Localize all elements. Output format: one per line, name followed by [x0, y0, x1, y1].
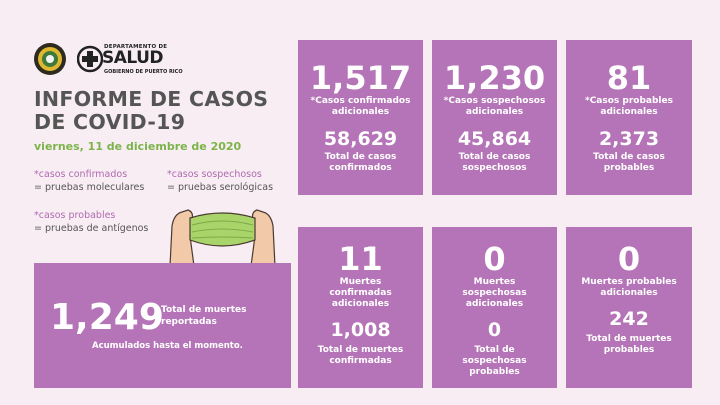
card-total-number: 58,629: [323, 128, 398, 150]
card-confirmed-cases: 1,517 *Casos confirmados adicionales 58,…: [298, 40, 423, 195]
legend-key: *casos confirmados: [34, 169, 128, 180]
card-total-number: 2,373: [598, 128, 660, 150]
card-total-label: Total de casos sospechosos: [458, 152, 531, 173]
legend-probable: *casos probables = pruebas de antígenos: [34, 209, 148, 235]
card-confirmed-deaths: 11 Muertes confirmadas adicionales 1,008…: [298, 227, 423, 388]
total-deaths-number: 1,249: [50, 297, 164, 338]
government-line: GOBIERNO DE PUERTO RICO: [104, 69, 183, 75]
legend-suspected: *casos sospechosos = pruebas serológicas: [167, 168, 273, 194]
card-big-number: 1,517: [309, 59, 412, 97]
card-big-label: *Casos confirmados adicionales: [310, 96, 411, 117]
logo-area: DEPARTAMENTO DE SALUD GOBIERNO DE PUERTO…: [33, 40, 183, 78]
legend-key: *casos probables: [34, 210, 116, 221]
card-suspected-cases: 1,230 *Casos sospechosos adicionales 45,…: [432, 40, 557, 195]
medical-cross-icon: [77, 45, 103, 73]
legend-confirmed: *casos confirmados = pruebas moleculares: [34, 168, 144, 194]
card-total-number: 45,864: [457, 128, 532, 150]
card-big-number: 81: [606, 59, 652, 97]
card-big-label: Muertes probables adicionales: [581, 277, 677, 298]
legend-value: = pruebas de antígenos: [34, 223, 149, 234]
card-big-number: 0: [483, 240, 506, 278]
card-probable-cases: 81 *Casos probables adicionales 2,373 To…: [566, 40, 692, 195]
card-total-label: Total de casos probables: [593, 152, 665, 173]
total-deaths-label: Total de muertes reportadas: [161, 305, 247, 327]
card-probable-deaths: 0 Muertes probables adicionales 242 Tota…: [566, 227, 692, 388]
hands-mask-illustration: [169, 209, 276, 266]
card-total-label: Total de casos confirmados: [324, 152, 397, 173]
card-total-label: Total de muertes probables: [586, 334, 672, 355]
card-big-label: *Casos sospechosos adicionales: [443, 96, 546, 117]
card-total-number: 0: [487, 319, 502, 341]
page-title: INFORME DE CASOS DE COVID-19: [34, 87, 269, 134]
card-big-label: Muertes sospechosas adicionales: [462, 277, 527, 309]
legend-key: *casos sospechosos: [167, 169, 262, 180]
card-total-label: Total de sospechosas probables: [462, 345, 527, 377]
card-big-number: 0: [617, 240, 641, 278]
card-total-number: 242: [609, 308, 649, 330]
total-deaths-note: Acumulados hasta el momento.: [92, 341, 243, 351]
card-total-deaths: 1,249 Total de muertes reportadas Acumul…: [34, 263, 291, 388]
salud-logo: DEPARTAMENTO DE SALUD GOBIERNO DE PUERTO…: [77, 40, 183, 78]
legend-value: = pruebas moleculares: [34, 182, 145, 193]
card-big-label: *Casos probables adicionales: [585, 96, 673, 117]
card-suspected-deaths: 0 Muertes sospechosas adicionales 0 Tota…: [432, 227, 557, 388]
card-total-number: 1,008: [330, 319, 391, 341]
puerto-rico-seal-icon: [34, 43, 66, 75]
card-total-label: Total de muertes confirmadas: [317, 345, 404, 366]
card-big-label: Muertes confirmadas adicionales: [329, 277, 392, 309]
salud-wordmark: SALUD: [102, 48, 164, 68]
card-big-number: 11: [338, 240, 383, 278]
department-line: DEPARTAMENTO DE: [104, 44, 168, 50]
card-big-number: 1,230: [443, 59, 546, 97]
report-date: viernes, 11 de diciembre de 2020: [34, 140, 242, 153]
legend-value: = pruebas serológicas: [167, 182, 274, 193]
